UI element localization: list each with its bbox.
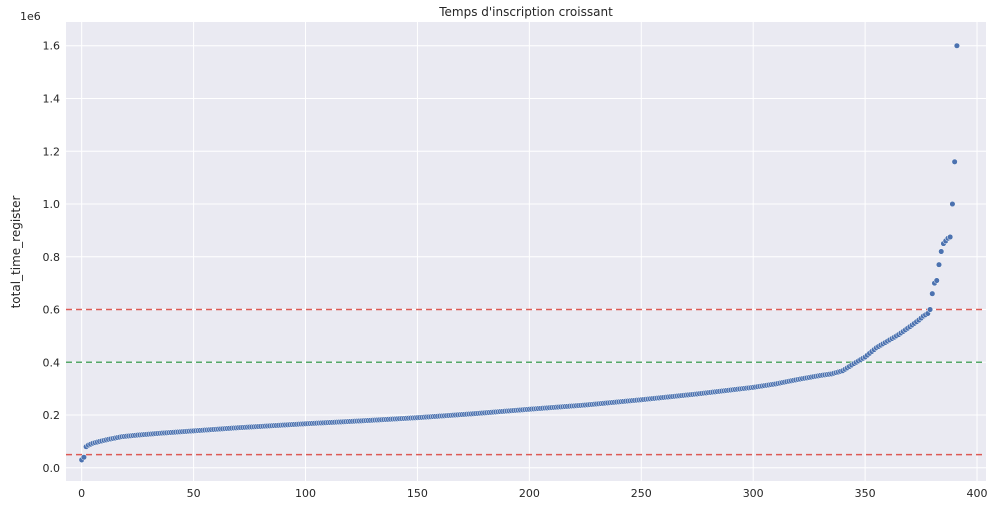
y-tick-label: 1.4 xyxy=(43,93,61,106)
data-point xyxy=(949,200,956,208)
data-point xyxy=(951,158,958,165)
data-points xyxy=(78,42,960,463)
data-point xyxy=(929,290,936,297)
y-tick-label: 0.4 xyxy=(43,356,61,369)
data-point xyxy=(953,42,960,49)
threshold-lines xyxy=(66,308,986,456)
x-tick-label: 400 xyxy=(967,487,987,500)
y-tick-label: 1.2 xyxy=(43,145,61,158)
x-tick-label: 50 xyxy=(187,487,201,500)
x-tick-label: 350 xyxy=(855,487,876,500)
x-tick-label: 300 xyxy=(743,487,764,500)
y-axis-ticks: 0.0 0.2 0.4 0.6 0.8 1.0 1.2 1.4 1.6 xyxy=(43,40,61,475)
x-tick-label: 250 xyxy=(631,487,652,500)
x-tick-label: 200 xyxy=(519,487,540,500)
data-point xyxy=(947,233,954,241)
y-tick-label: 0.2 xyxy=(43,409,61,422)
x-tick-label: 0 xyxy=(78,487,85,500)
x-tick-label: 100 xyxy=(295,487,316,500)
grid-lines xyxy=(66,22,986,481)
data-point xyxy=(926,306,934,313)
y-axis-offset-label: 1e6 xyxy=(20,10,41,23)
y-tick-label: 0.8 xyxy=(43,251,61,264)
x-axis-ticks: 0 50 100 150 200 250 300 350 400 xyxy=(78,487,987,500)
y-tick-label: 1.6 xyxy=(43,40,61,53)
data-point xyxy=(933,277,940,284)
data-point xyxy=(938,248,945,255)
y-tick-label: 0.6 xyxy=(43,304,61,317)
x-tick-label: 150 xyxy=(407,487,428,500)
chart-title: Temps d'inscription croissant xyxy=(438,5,613,19)
data-point xyxy=(80,454,87,461)
data-point xyxy=(935,261,943,268)
y-axis-label: total_time_register xyxy=(9,196,23,309)
y-tick-label: 0.0 xyxy=(43,462,61,475)
y-tick-label: 1.0 xyxy=(43,198,61,211)
